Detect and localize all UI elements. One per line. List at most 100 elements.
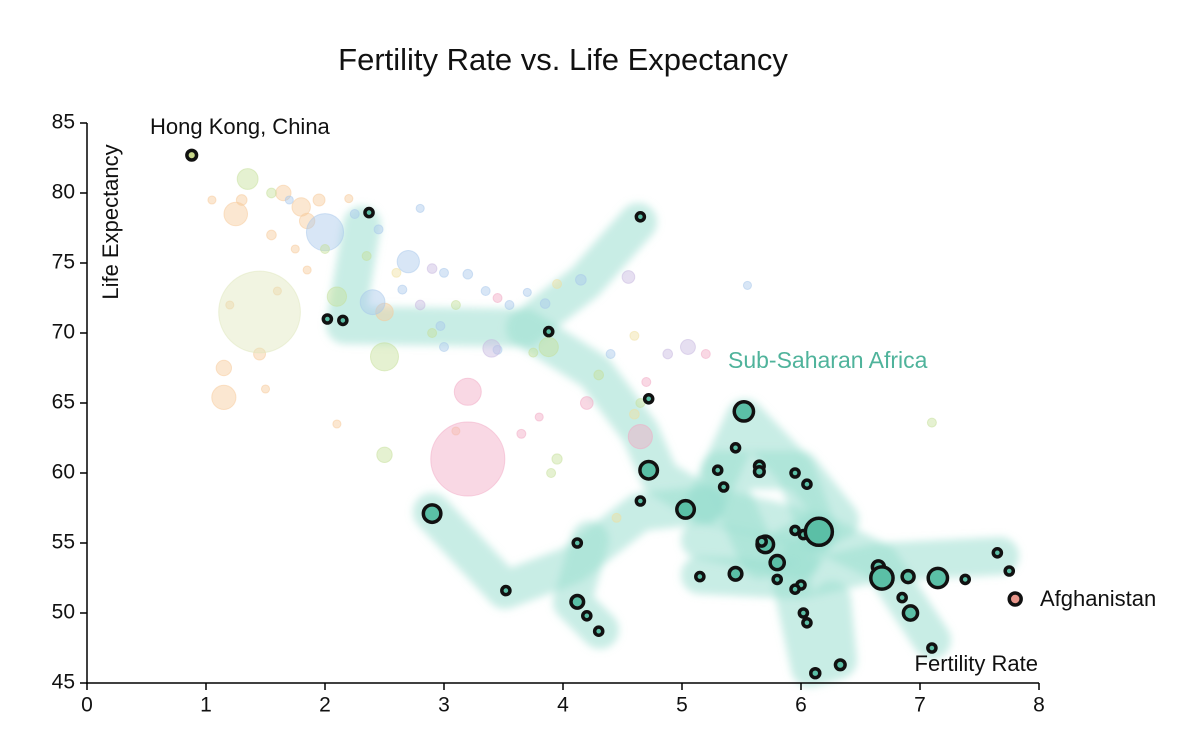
bubble <box>211 384 237 410</box>
bubble <box>326 286 348 307</box>
bubble <box>207 195 217 205</box>
bubble <box>575 273 587 286</box>
bubble <box>253 347 267 361</box>
bubble <box>896 591 908 604</box>
bubble <box>284 195 294 205</box>
bubble <box>344 194 354 204</box>
bubble <box>236 168 259 190</box>
bubble <box>901 604 920 622</box>
y-tick-label: 70 <box>52 321 75 344</box>
bubble <box>926 417 937 428</box>
bubble <box>959 573 972 586</box>
bubble <box>551 453 563 465</box>
bubble <box>492 293 503 303</box>
bubble <box>218 270 301 354</box>
bubble <box>752 465 766 479</box>
bubble <box>732 400 756 423</box>
bubble <box>462 268 474 280</box>
x-tick-label: 5 <box>676 694 688 717</box>
bubble <box>634 495 647 507</box>
bubble <box>451 426 461 436</box>
bubble <box>642 393 655 405</box>
bubble <box>801 617 813 629</box>
point-label: Afghanistan <box>1040 586 1156 611</box>
bubble <box>266 187 277 199</box>
bubble <box>538 336 559 358</box>
bubble <box>638 459 660 481</box>
bubble <box>629 330 640 341</box>
bubble <box>641 377 652 387</box>
bubble <box>260 384 271 394</box>
bubble <box>528 347 539 358</box>
bubble <box>542 325 555 338</box>
x-tick-label: 1 <box>200 694 212 717</box>
y-tick-label: 85 <box>52 111 75 134</box>
bubble <box>1007 591 1023 607</box>
bubble <box>312 193 326 207</box>
bubble <box>727 565 744 582</box>
bubble <box>363 206 375 219</box>
bubble <box>634 211 647 223</box>
x-tick-label: 7 <box>914 694 926 717</box>
bubble <box>742 280 753 290</box>
y-axis-label: Life Expectancy <box>98 144 123 299</box>
bubble <box>504 300 515 310</box>
bubble <box>426 263 438 274</box>
bubble <box>662 348 674 360</box>
bubble <box>675 498 697 520</box>
bubble <box>621 270 636 284</box>
bubble <box>869 565 895 591</box>
bubble <box>482 339 501 358</box>
bubble <box>185 148 199 162</box>
bubble <box>592 625 605 638</box>
bubble <box>305 213 345 252</box>
bubble <box>349 209 360 219</box>
chart-title: Fertility Rate vs. Life Expectancy <box>338 42 788 77</box>
bubble <box>926 642 938 654</box>
bubble <box>266 229 277 241</box>
bubble <box>789 583 801 596</box>
bubble <box>337 314 349 327</box>
bubble <box>397 284 408 295</box>
bubble <box>711 464 724 477</box>
bubble <box>302 265 312 275</box>
bubble <box>373 224 384 235</box>
y-tick-label: 65 <box>52 391 75 414</box>
bubble <box>1003 565 1016 577</box>
bubble <box>546 468 557 478</box>
bubble <box>522 287 532 297</box>
bubble <box>453 377 482 406</box>
bubble <box>435 321 446 331</box>
bubble <box>926 566 950 590</box>
bubble <box>427 328 438 338</box>
bubble <box>771 573 784 586</box>
bubble <box>581 610 593 622</box>
bubble <box>629 408 640 420</box>
bubble <box>571 537 584 549</box>
x-tick-label: 8 <box>1033 694 1045 717</box>
bubble <box>223 201 249 227</box>
bubble <box>534 412 544 422</box>
bubble <box>369 342 400 372</box>
bubble <box>320 244 330 254</box>
bubble <box>611 512 622 523</box>
bubble <box>900 568 916 585</box>
x-tick-label: 0 <box>81 694 93 717</box>
bubble <box>729 442 742 454</box>
y-tick-label: 80 <box>52 181 75 204</box>
bubble <box>225 300 235 310</box>
bubble <box>605 349 616 359</box>
y-tick-label: 45 <box>52 671 75 694</box>
bubble <box>332 419 342 429</box>
bubble <box>439 342 449 352</box>
bubble <box>215 359 233 377</box>
bubble <box>717 481 730 493</box>
bubble <box>450 300 461 310</box>
bubble <box>421 503 443 525</box>
bubble <box>430 421 506 497</box>
bubble <box>272 286 282 296</box>
bubble <box>627 424 653 450</box>
bubble <box>414 299 426 311</box>
y-tick-label: 55 <box>52 531 75 554</box>
bubble <box>833 658 847 672</box>
